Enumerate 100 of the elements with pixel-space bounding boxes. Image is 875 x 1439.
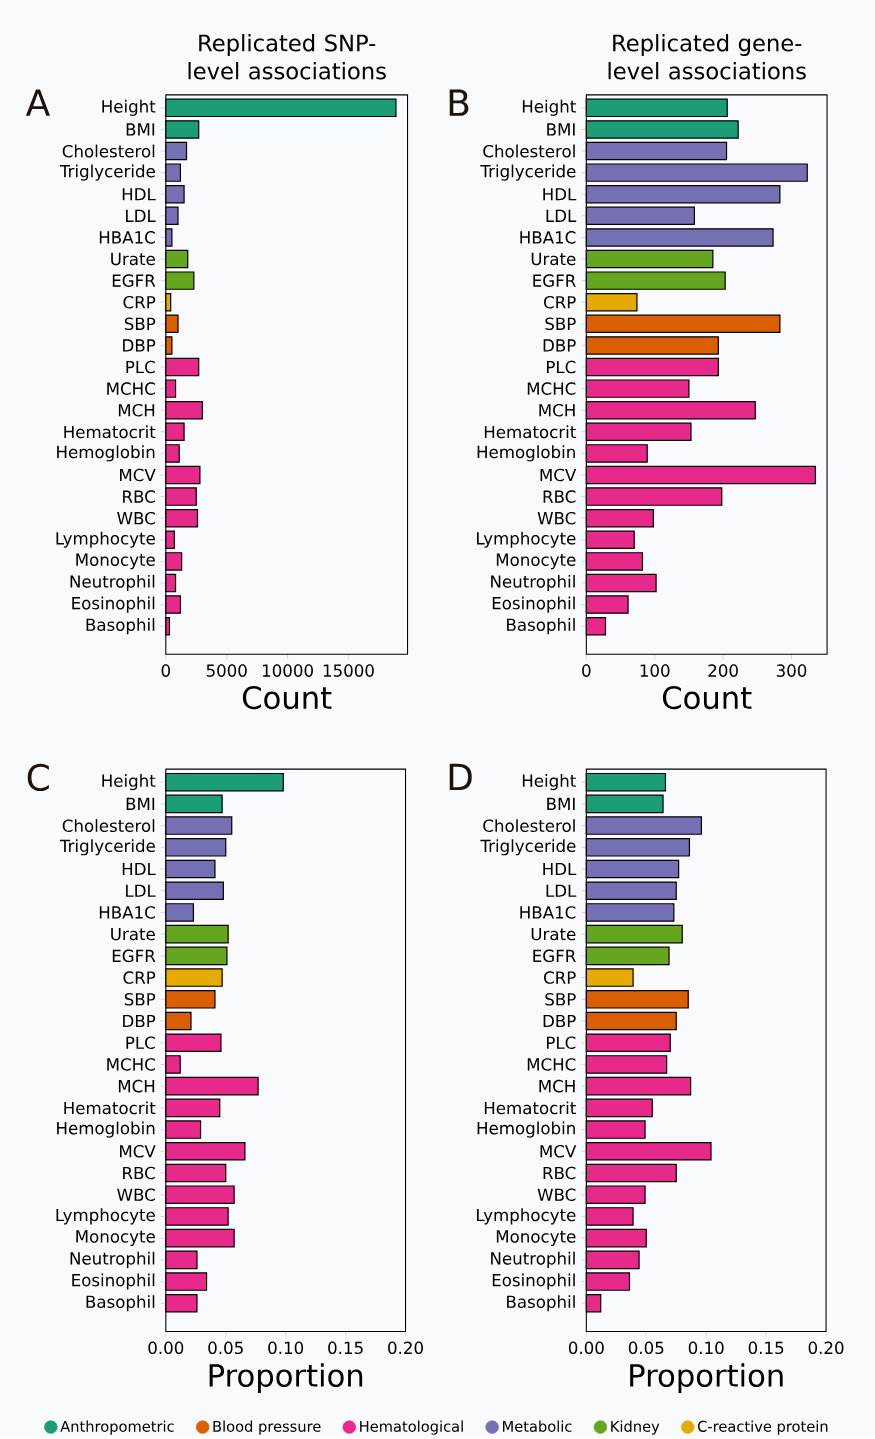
x-axis-title: Proportion xyxy=(630,1363,783,1393)
y-tick-label: Cholesterol xyxy=(483,144,575,158)
y-tick-label: Urate xyxy=(531,927,576,941)
y-tick-label: DBP xyxy=(543,339,576,352)
y-tick-label: CRP xyxy=(123,295,156,309)
x-tick-label: 0.00 xyxy=(568,1341,604,1355)
y-tick-label: Triglyceride xyxy=(480,164,576,181)
y-tick-label: WBC xyxy=(537,511,576,525)
y-tick-label: Cholesterol xyxy=(62,144,155,158)
y-tick-label: Monocyte xyxy=(76,553,155,570)
y-tick-label: Triglyceride xyxy=(480,839,576,856)
y-tick-label: Eosinophil xyxy=(72,1273,155,1290)
y-tick-label: EGFR xyxy=(533,949,576,963)
y-tick-label: HDL xyxy=(122,862,156,876)
y-tick-label: Urate xyxy=(531,252,576,266)
y-tick-label: EGFR xyxy=(533,274,576,287)
y-tick-label: RBC xyxy=(543,490,576,503)
x-tick-label: 0.05 xyxy=(628,1341,664,1355)
y-tick-label: BMI xyxy=(547,123,575,136)
y-tick-label: BMI xyxy=(126,797,155,810)
y-tick-label: MCHC xyxy=(527,382,576,395)
legend-label: Anthropometric xyxy=(60,1420,174,1435)
y-tick-label: LDL xyxy=(546,209,577,222)
y-tick-label: Hematocrit xyxy=(484,425,576,439)
legend-label: C-reactive protein xyxy=(697,1420,828,1435)
x-tick-label: 10000 xyxy=(262,664,313,677)
y-tick-label: WBC xyxy=(537,1188,576,1201)
y-tick-label: Neutrophil xyxy=(70,1251,155,1268)
y-tick-label: Height xyxy=(522,774,576,791)
y-tick-label: DBP xyxy=(123,339,156,352)
y-tick-label: MCV xyxy=(120,1144,156,1158)
y-tick-label: CRP xyxy=(544,295,576,309)
y-tick-label: Cholesterol xyxy=(62,819,155,833)
y-tick-label: Basophil xyxy=(86,618,155,635)
y-tick-label: Lymphocyte xyxy=(477,1208,576,1225)
y-tick-label: SBP xyxy=(124,317,156,331)
y-tick-label: HDL xyxy=(543,188,577,201)
text: B xyxy=(449,89,469,116)
y-tick-label: MCH xyxy=(118,1079,155,1093)
y-tick-label: EGFR xyxy=(112,949,156,963)
y-tick-label: Neutrophil xyxy=(491,1251,575,1268)
x-tick-label: 0.10 xyxy=(688,1341,724,1355)
legend-label: Blood pressure xyxy=(213,1420,321,1435)
y-tick-label: MCV xyxy=(120,468,156,482)
y-tick-label: Triglyceride xyxy=(59,839,155,856)
y-tick-label: PLC xyxy=(546,1036,576,1050)
x-tick-label: 15000 xyxy=(323,664,374,677)
y-tick-label: HBA1C xyxy=(520,906,576,919)
y-tick-label: Height xyxy=(102,774,156,791)
text: D xyxy=(449,763,472,791)
y-tick-label: SBP xyxy=(545,992,576,1006)
y-tick-label: MCHC xyxy=(107,1058,155,1071)
y-tick-label: Triglyceride xyxy=(59,164,155,181)
y-tick-label: HBA1C xyxy=(99,906,155,919)
x-tick-label: 0.05 xyxy=(208,1341,243,1355)
y-tick-label: Urate xyxy=(111,252,155,266)
y-tick-label: Hematocrit xyxy=(64,425,156,439)
y-tick-label: Height xyxy=(522,99,576,116)
y-tick-label: Height xyxy=(102,99,156,116)
y-tick-label: MCH xyxy=(539,403,575,417)
x-tick-label: 100 xyxy=(640,664,670,677)
y-tick-label: MCV xyxy=(540,1144,577,1158)
y-tick-label: Eosinophil xyxy=(492,596,575,613)
y-tick-label: Monocyte xyxy=(496,553,576,570)
x-tick-label: 0.20 xyxy=(808,1341,844,1355)
y-tick-label: WBC xyxy=(117,511,155,525)
y-tick-label: PLC xyxy=(547,360,576,374)
y-tick-label: RBC xyxy=(123,490,155,503)
y-tick-label: EGFR xyxy=(112,274,156,287)
legend-label: Hematological xyxy=(360,1420,463,1435)
y-tick-label: HBA1C xyxy=(520,231,576,244)
y-tick-label: Lymphocyte xyxy=(477,531,576,548)
y-tick-label: LDL xyxy=(546,884,577,897)
y-tick-label: Neutrophil xyxy=(70,574,155,592)
y-tick-label: Cholesterol xyxy=(483,819,575,833)
y-tick-label: Basophil xyxy=(86,1295,155,1312)
y-tick-label: RBC xyxy=(543,1166,576,1180)
chart-title: Replicated SNP-level associations xyxy=(188,34,386,80)
y-tick-label: HBA1C xyxy=(99,231,155,244)
x-tick-label: 0.00 xyxy=(148,1341,184,1355)
x-tick-label: 0.20 xyxy=(388,1341,423,1355)
y-tick-label: WBC xyxy=(117,1188,155,1201)
y-tick-label: MCH xyxy=(118,403,155,417)
x-tick-label: 0.10 xyxy=(268,1341,304,1355)
y-tick-label: Eosinophil xyxy=(492,1273,575,1290)
x-tick-label: 5000 xyxy=(206,664,247,677)
y-tick-label: Hemoglobin xyxy=(477,1121,575,1138)
y-tick-label: LDL xyxy=(126,209,156,222)
y-tick-label: Urate xyxy=(111,927,155,941)
x-axis-title: Count xyxy=(662,686,752,710)
text: A xyxy=(25,89,50,116)
y-tick-label: RBC xyxy=(123,1166,155,1180)
y-tick-label: SBP xyxy=(545,317,576,331)
y-tick-label: Monocyte xyxy=(76,1230,155,1246)
x-tick-label: 0 xyxy=(582,664,591,677)
y-tick-label: MCV xyxy=(540,468,577,482)
y-tick-label: Hemoglobin xyxy=(57,1121,155,1138)
x-tick-label: 300 xyxy=(776,664,807,677)
y-tick-label: Basophil xyxy=(507,618,575,635)
x-axis-title: Count xyxy=(242,686,332,710)
